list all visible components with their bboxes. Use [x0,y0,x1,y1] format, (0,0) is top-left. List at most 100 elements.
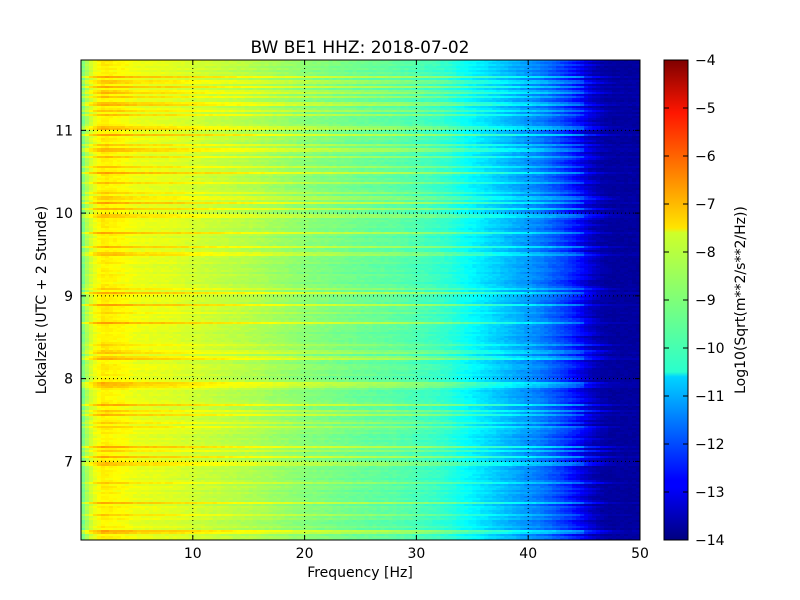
heatmap-cell [528,76,533,79]
heatmap-cell [600,76,605,79]
heatmap-cell [420,62,425,65]
heatmap-cell [488,76,493,79]
heatmap-cell [88,72,94,75]
heatmap-cell [240,66,246,69]
heatmap-cell [88,64,94,67]
heatmap-cell [424,60,429,63]
heatmap-cell [412,68,417,71]
heatmap-cell [132,82,138,85]
heatmap-cell [268,84,274,87]
heatmap-cell [620,72,625,75]
heatmap-cell [316,84,322,87]
heatmap-cell [81,62,86,65]
heatmap-cell [312,80,318,83]
heatmap-cell [92,70,98,73]
heatmap-cell [604,74,609,77]
heatmap-cell [116,84,122,87]
heatmap-cell [556,78,561,81]
heatmap-cell [556,62,561,65]
heatmap-cell [204,86,210,89]
heatmap-cell [352,78,358,81]
heatmap-cell [496,62,501,65]
heatmap-cell [120,68,126,71]
heatmap-cell [528,64,533,67]
heatmap-cell [556,60,561,63]
heatmap-cell [324,70,330,73]
heatmap-cell [108,66,114,69]
heatmap-cell [568,66,573,69]
heatmap-cell [468,78,473,81]
heatmap-cell [356,64,362,67]
heatmap-cell [324,82,330,85]
heatmap-cell [132,84,138,87]
heatmap-cell [492,70,497,73]
heatmap-cell [244,62,250,65]
heatmap-cell [156,78,162,81]
heatmap-cell [584,64,589,67]
heatmap-cell [92,74,98,77]
heatmap-cell [180,70,186,73]
heatmap-cell [280,68,286,71]
heatmap-cell [440,78,445,81]
heatmap-cell [268,62,274,65]
heatmap-cell [316,82,322,85]
heatmap-cell [304,80,310,83]
heatmap-cell [104,74,110,77]
heatmap-cell [176,74,182,77]
heatmap-cell [472,74,477,77]
heatmap-cell [448,76,453,79]
heatmap-cell [168,84,174,87]
heatmap-cell [316,72,322,75]
heatmap-cell [172,70,178,73]
heatmap-cell [216,60,222,63]
heatmap-cell [452,84,457,87]
heatmap-cell [560,62,565,65]
heatmap-cell [536,78,541,81]
heatmap-cell [420,84,425,87]
heatmap-cell [136,72,142,75]
heatmap-cell [600,68,605,71]
heatmap-cell [140,86,146,89]
heatmap-cell [584,62,589,65]
heatmap-cell [488,86,493,89]
heatmap-cell [560,72,565,75]
heatmap-cell [536,60,541,63]
heatmap-cell [128,78,134,81]
heatmap-cell [240,76,246,79]
heatmap-cell [128,64,134,67]
heatmap-cell [276,76,282,79]
heatmap-cell [520,60,525,63]
heatmap-cell [364,68,370,71]
heatmap-cell [228,80,234,83]
heatmap-cell [124,82,130,85]
heatmap-cell [116,60,122,63]
heatmap-cell [452,80,457,83]
heatmap-cell [308,82,314,85]
heatmap-cell [592,74,597,77]
heatmap-cell [320,64,326,67]
heatmap-cell [476,62,481,65]
heatmap-cell [620,86,625,89]
heatmap-cell [344,76,350,79]
heatmap-cell [436,70,441,73]
heatmap-cell [452,62,457,65]
heatmap-cell [104,62,110,65]
heatmap-cell [84,80,90,83]
heatmap-cell [81,64,86,67]
heatmap-cell [160,60,166,63]
heatmap-cell [192,84,198,87]
heatmap-cell [128,72,134,75]
heatmap-cell [480,72,485,75]
heatmap-cell [144,86,150,89]
heatmap-cell [460,80,465,83]
heatmap-cell [348,70,354,73]
heatmap-cell [564,82,569,85]
heatmap-cell [84,74,90,77]
heatmap-cell [360,78,366,81]
heatmap-cell [504,74,509,77]
heatmap-cell [232,60,238,63]
heatmap-cell [132,74,138,77]
heatmap-cell [512,84,517,87]
heatmap-cell [164,70,170,73]
heatmap-cell [436,86,441,89]
